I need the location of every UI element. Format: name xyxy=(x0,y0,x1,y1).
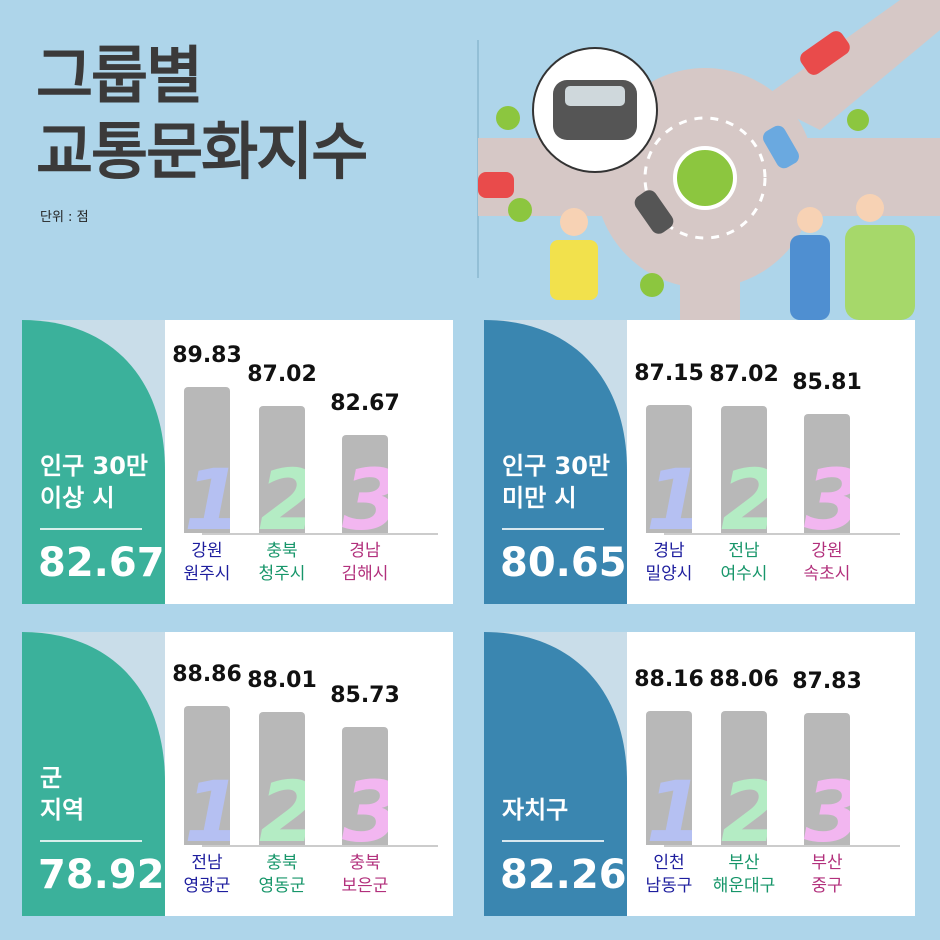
baseline xyxy=(202,845,438,847)
rank-number: 1 xyxy=(184,455,230,533)
chart-panel: 자치구 82.26 1 88.16 인천 남동구 2 88.06 부산 해운대구 3 87.83 부… xyxy=(484,632,915,916)
baseline xyxy=(664,845,900,847)
tree xyxy=(640,273,664,297)
rank-number: 2 xyxy=(259,455,305,533)
value-label: 88.01 xyxy=(247,667,317,693)
person xyxy=(845,225,915,320)
group-value: 78.92 xyxy=(38,852,165,898)
group-title: 자치구 xyxy=(502,796,569,824)
car-window xyxy=(565,86,625,106)
rank-number: 1 xyxy=(184,767,230,845)
lane-mark xyxy=(643,116,767,240)
person-head xyxy=(856,194,884,222)
chart-panel: 인구 30만 미만 시 80.65 1 87.15 경남 밀양시 2 87.02 전남 여수시… xyxy=(484,320,915,604)
side-shape xyxy=(484,632,627,916)
category-label: 충북 보은군 xyxy=(341,853,389,896)
group-value: 82.67 xyxy=(38,540,165,586)
bar: 1 xyxy=(646,405,692,533)
category-label: 충북 청주시 xyxy=(258,541,306,584)
car xyxy=(478,172,514,198)
value-label: 88.86 xyxy=(172,661,242,687)
category-label: 전남 여수시 xyxy=(720,541,768,584)
car xyxy=(763,125,799,169)
rank-number: 3 xyxy=(342,455,388,533)
panel-side xyxy=(484,320,627,604)
rank-number: 1 xyxy=(646,767,692,845)
panel-side xyxy=(22,632,165,916)
chart-panel: 군 지역 78.92 1 88.86 전남 영광군 2 88.01 충북 영동군 3 85.73 충… xyxy=(22,632,453,916)
category-label: 강원 속초시 xyxy=(803,541,851,584)
page-title: 그룹별 교통문화지수 xyxy=(36,39,368,188)
rank-number: 2 xyxy=(721,455,767,533)
value-label: 85.81 xyxy=(792,370,862,396)
bar: 2 xyxy=(721,711,767,845)
bar: 3 xyxy=(804,712,850,845)
bar: 1 xyxy=(646,710,692,845)
bar: 1 xyxy=(184,705,230,845)
side-shape xyxy=(22,320,165,604)
group-value: 80.65 xyxy=(500,540,627,586)
value-label: 87.02 xyxy=(709,362,779,388)
rank-number: 3 xyxy=(804,455,850,533)
divider xyxy=(502,528,604,530)
bar: 2 xyxy=(721,406,767,533)
group-title: 군 지역 xyxy=(40,764,85,824)
category-label: 충북 영동군 xyxy=(258,853,306,896)
unit-label: 단위 : 점 xyxy=(40,210,89,225)
category-label: 경남 김해시 xyxy=(341,541,389,584)
bar: 3 xyxy=(342,435,388,533)
baseline xyxy=(202,533,438,535)
officer xyxy=(550,240,598,300)
panel-side xyxy=(22,320,165,604)
rank-number: 2 xyxy=(259,767,305,845)
category-label: 강원 원주시 xyxy=(183,541,231,584)
side-shape xyxy=(484,320,627,604)
category-label: 전남 영광군 xyxy=(183,853,231,896)
officer-head xyxy=(560,208,588,236)
value-label: 82.67 xyxy=(330,391,400,417)
panel-side xyxy=(484,632,627,916)
person xyxy=(790,235,830,320)
side-shape xyxy=(22,632,165,916)
tree xyxy=(508,198,532,222)
group-value: 82.26 xyxy=(500,852,627,898)
category-label: 경남 밀양시 xyxy=(645,541,693,584)
value-label: 85.73 xyxy=(330,682,400,708)
rank-number: 3 xyxy=(342,767,388,845)
tree xyxy=(847,109,869,131)
rank-number: 2 xyxy=(721,767,767,845)
value-label: 88.16 xyxy=(634,666,704,692)
tree xyxy=(496,106,520,130)
value-label: 87.15 xyxy=(634,361,704,387)
chart-panel: 인구 30만 이상 시 82.67 1 89.83 강원 원주시 2 87.02 충북 청주시… xyxy=(22,320,453,604)
divider xyxy=(40,840,142,842)
category-label: 부산 중구 xyxy=(811,853,843,896)
group-title: 인구 30만 미만 시 xyxy=(502,452,610,512)
bar: 3 xyxy=(342,726,388,845)
person-head xyxy=(797,207,823,233)
value-label: 87.02 xyxy=(247,362,317,388)
divider xyxy=(502,840,604,842)
group-title: 인구 30만 이상 시 xyxy=(40,452,148,512)
category-label: 부산 해운대구 xyxy=(712,853,776,896)
value-label: 88.06 xyxy=(709,667,779,693)
illustration xyxy=(477,0,940,320)
bar: 3 xyxy=(804,414,850,533)
divider xyxy=(40,528,142,530)
car xyxy=(800,31,850,75)
car xyxy=(634,190,674,234)
center-island xyxy=(673,146,737,210)
rank-number: 3 xyxy=(804,767,850,845)
category-label: 인천 남동구 xyxy=(645,853,693,896)
value-label: 87.83 xyxy=(792,668,862,694)
value-label: 89.83 xyxy=(172,343,242,369)
rank-number: 1 xyxy=(646,455,692,533)
bar: 2 xyxy=(259,406,305,533)
bar: 2 xyxy=(259,711,305,845)
road xyxy=(760,0,940,130)
baseline xyxy=(664,533,900,535)
bar: 1 xyxy=(184,387,230,533)
